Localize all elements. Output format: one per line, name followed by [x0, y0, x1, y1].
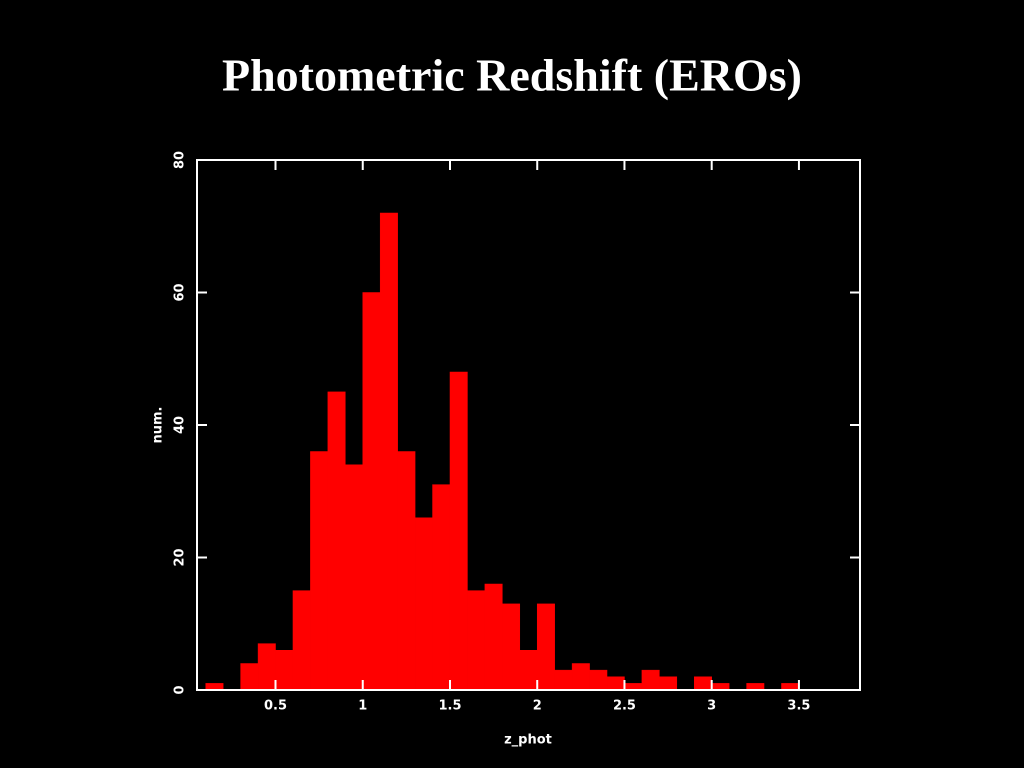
bar — [449, 371, 468, 691]
bar — [606, 676, 625, 691]
bar — [659, 676, 678, 691]
y-tick-label: 80 — [173, 151, 188, 169]
bar — [310, 451, 329, 691]
bar — [502, 603, 521, 691]
y-tick-label: 60 — [173, 283, 188, 301]
bar — [257, 643, 276, 691]
bar — [240, 663, 259, 691]
bar — [589, 669, 608, 691]
x-tick-label: 1 — [358, 699, 367, 714]
bar — [379, 212, 398, 691]
x-tick-label: 1.5 — [438, 699, 461, 714]
bar — [571, 663, 590, 691]
bar — [467, 590, 486, 691]
bar — [536, 603, 555, 691]
bar — [414, 517, 433, 691]
x-tick-label: 3.5 — [787, 699, 810, 714]
y-tick-label: 0 — [173, 685, 188, 694]
x-tick-label: 2.5 — [613, 699, 636, 714]
x-tick-label: 0.5 — [264, 699, 287, 714]
x-axis-label: z_phot — [504, 733, 552, 748]
x-tick-label: 3 — [707, 699, 716, 714]
y-axis-label: num. — [151, 407, 166, 444]
bar — [397, 451, 416, 691]
x-tick-label: 2 — [533, 699, 542, 714]
bar — [519, 650, 538, 691]
bar — [484, 583, 503, 691]
bar — [345, 464, 364, 691]
bar — [694, 676, 712, 691]
bar — [554, 669, 573, 691]
bar — [432, 484, 451, 691]
bar — [275, 650, 294, 691]
bar — [362, 292, 381, 691]
chart-title: Photometric Redshift (EROs) — [222, 50, 802, 101]
y-tick-label: 40 — [173, 416, 188, 434]
bar — [292, 590, 311, 691]
y-tick-label: 20 — [173, 548, 188, 566]
bar — [327, 391, 346, 691]
bar — [641, 669, 660, 691]
